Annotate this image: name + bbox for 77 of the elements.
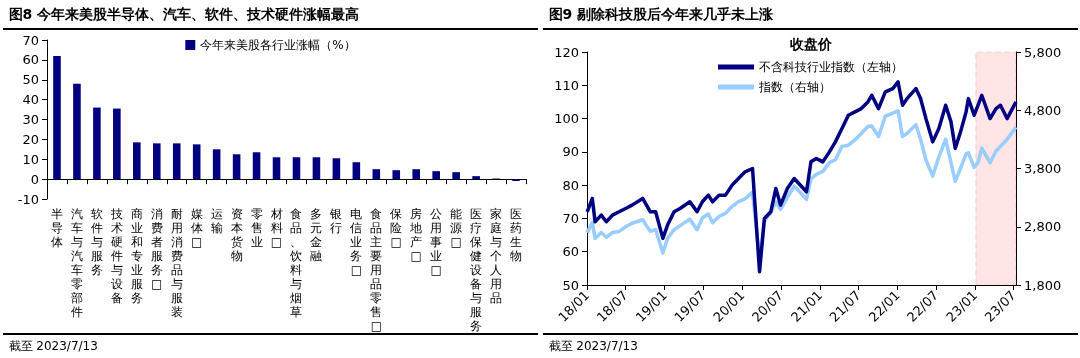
- x-tick-label: 电信业务□: [349, 207, 362, 277]
- x-tick-label: 技术硬件与设备: [109, 207, 123, 305]
- y2-tick-label: 3,800: [1023, 161, 1061, 176]
- x-tick-label: 消费者服务□: [150, 207, 163, 291]
- x-tick-label: 耐用消费品与服装: [170, 207, 183, 319]
- x-tick-label: 商业和专业服务: [130, 207, 143, 305]
- y-tick-label: 70: [561, 210, 579, 226]
- x-tick-label: 运输: [210, 207, 223, 235]
- bar: [312, 157, 320, 180]
- x-tick-label: 公用事业□: [429, 207, 442, 277]
- y-tick-label: 60: [21, 52, 39, 68]
- y2-tick-label: 2,800: [1023, 219, 1061, 235]
- category-label: 医疗保健设备与服务: [469, 207, 482, 333]
- legend-label: 不含科技行业指数（左轴）: [758, 60, 903, 74]
- y-tick-label: 110: [553, 77, 579, 93]
- bar: [352, 162, 360, 180]
- bar: [232, 154, 240, 180]
- bar: [272, 157, 280, 180]
- chart-title: 图8 今年来美股半导体、汽车、软件、技术硬件涨幅最高: [2, 0, 538, 30]
- y-tick-label: 30: [21, 112, 39, 127]
- y-tick-label: 0: [30, 171, 39, 187]
- y-tick-label: 50: [21, 72, 39, 88]
- legend-label: 指数（右轴）: [757, 80, 831, 94]
- y-tick-label: 70: [21, 32, 39, 48]
- x-tick-label: 医药生物: [509, 207, 522, 263]
- y-tick-label: 10: [21, 151, 39, 167]
- bar: [132, 142, 141, 180]
- line-series: [584, 80, 1018, 274]
- bar: [152, 143, 161, 180]
- bar: [252, 152, 260, 180]
- y-tick-label: 50: [561, 277, 579, 293]
- bar: [451, 172, 460, 180]
- y-tick-label: 20: [21, 131, 39, 147]
- y-tick-label: 90: [561, 144, 579, 160]
- bar: [172, 143, 181, 180]
- bar: [431, 171, 440, 180]
- bar: [92, 107, 101, 180]
- chart-title: 图9 剔除科技股后今年来几乎未上涨: [542, 0, 1078, 30]
- x-tick-label: 资本货物: [230, 207, 243, 263]
- x-tick-label: 软件与服务: [90, 207, 103, 277]
- y-tick-label: -10: [17, 191, 39, 207]
- bar: [112, 108, 121, 180]
- bar: [391, 170, 400, 180]
- bar: [52, 55, 61, 180]
- x-tick-label: 半导体: [50, 207, 63, 249]
- y-tick-label: 80: [561, 177, 579, 193]
- category-label: 食品主要用品零售□: [369, 207, 382, 333]
- x-tick-label: 家庭与个人用品: [489, 207, 502, 305]
- x-tick-label: 材料□: [269, 207, 283, 249]
- chart-subtitle: 收盘价: [789, 36, 832, 52]
- bar: [411, 169, 420, 180]
- y-tick-label: 100: [553, 111, 579, 127]
- y-tick-label: 40: [21, 92, 39, 108]
- text: 截至 2023/7/13: [2, 333, 538, 358]
- x-tick-label: 银行: [328, 207, 342, 235]
- bar: [192, 144, 200, 180]
- y2-tick-label: 4,800: [1023, 102, 1061, 118]
- text: 截至 2023/7/13: [542, 333, 1078, 358]
- x-tick-label: 房地产□: [408, 207, 422, 263]
- x-tick-label: 保险□: [389, 207, 402, 249]
- x-tick-label: 能源□: [449, 207, 462, 249]
- x-tick-label: 食品、饮料与烟草: [288, 207, 302, 319]
- x-tick-label: 零售业: [250, 207, 263, 249]
- y2-tick-label: 1,800: [1023, 277, 1061, 293]
- legend-label: 今年来美股各行业涨幅（%）: [199, 38, 356, 52]
- x-tick-label: 汽车与汽车零部件: [70, 207, 83, 319]
- y-tick-label: 60: [561, 244, 579, 260]
- x-tick-label: 多元金融: [309, 207, 322, 263]
- bar: [292, 157, 300, 180]
- x-tick-label: 媒体□: [190, 207, 203, 249]
- y2-tick-label: 5,800: [1023, 44, 1061, 60]
- bar: [72, 83, 81, 180]
- bar: [372, 169, 380, 180]
- y-tick-label: 120: [553, 44, 579, 60]
- bar: [332, 158, 340, 180]
- bar: [471, 176, 480, 180]
- bar: [212, 149, 220, 180]
